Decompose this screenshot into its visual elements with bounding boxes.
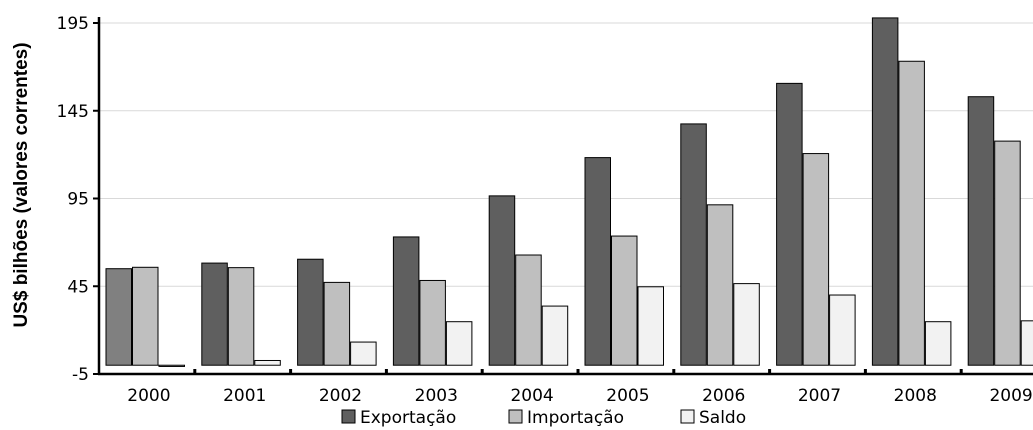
bar-saldo-2009 [1020,320,1033,366]
bar-saldo-2004 [541,305,569,366]
bar-importação-2004 [515,254,542,366]
bar-exportação-2007 [776,82,803,366]
x-tick-label: 2003 [415,386,458,406]
x-tick-label: 2004 [510,386,553,406]
bar-exportação-2000 [105,268,132,366]
x-tick-label: 2006 [702,386,745,406]
bars [105,17,1033,367]
x-tick-label: 2001 [223,386,266,406]
x-tick-label: 2000 [127,386,170,406]
bar-importação-2005 [611,235,638,366]
bar-saldo-2007 [829,294,856,366]
bar-exportação-2006 [680,123,707,366]
bar-saldo-2001 [254,359,281,366]
bar-saldo-2008 [924,321,952,366]
legend-swatch-exportação [341,409,356,424]
x-tick-label: 2002 [319,386,362,406]
bar-saldo-2006 [733,283,760,366]
y-tick-labels: 195 145 95 45 -5 [57,14,89,385]
legend-swatch-importação [508,409,523,424]
bar-importação-2009 [994,140,1021,366]
x-tick-labels: 2000 2001 2002 2003 2004 2005 2006 2007 2008 2009 [127,386,1032,406]
bar-importação-2008 [898,60,925,366]
legend-label: Exportação [360,408,456,428]
bar-exportação-2009 [967,96,995,366]
bar-saldo-2000 [158,364,185,367]
bar-exportação-2008 [871,17,899,366]
bar-importação-2003 [419,279,446,366]
legend-label: Importação [527,408,624,428]
bar-saldo-2002 [350,341,377,366]
x-tick-label: 2009 [989,386,1032,406]
y-tick-label: 45 [67,277,89,297]
legend-swatch-saldo [680,409,695,424]
bar-exportação-2001 [201,262,228,366]
x-tick-label: 2005 [606,386,649,406]
y-tick-label: -5 [72,365,89,385]
y-axis-label: US$ bilhões (valores correntes) [11,42,32,327]
y-tick-label: 195 [57,14,89,34]
bar-saldo-2003 [445,321,473,366]
legend: Exportação Importação Saldo [341,408,746,428]
legend-label: Saldo [699,408,746,428]
axes [93,17,1033,376]
bar-importação-2001 [227,267,255,366]
bar-exportação-2004 [488,195,516,366]
y-tick-label: 145 [57,102,89,122]
y-tick-label: 95 [67,190,89,210]
bar-importação-2006 [706,204,734,366]
bar-importação-2002 [323,281,351,366]
bar-importação-2007 [802,153,830,366]
x-tick-label: 2008 [894,386,937,406]
bar-importação-2000 [132,266,159,366]
x-tick-label: 2007 [798,386,841,406]
bar-exportação-2002 [297,258,324,366]
bar-exportação-2005 [584,157,611,366]
bar-exportação-2003 [392,236,420,366]
bar-saldo-2005 [637,286,664,366]
